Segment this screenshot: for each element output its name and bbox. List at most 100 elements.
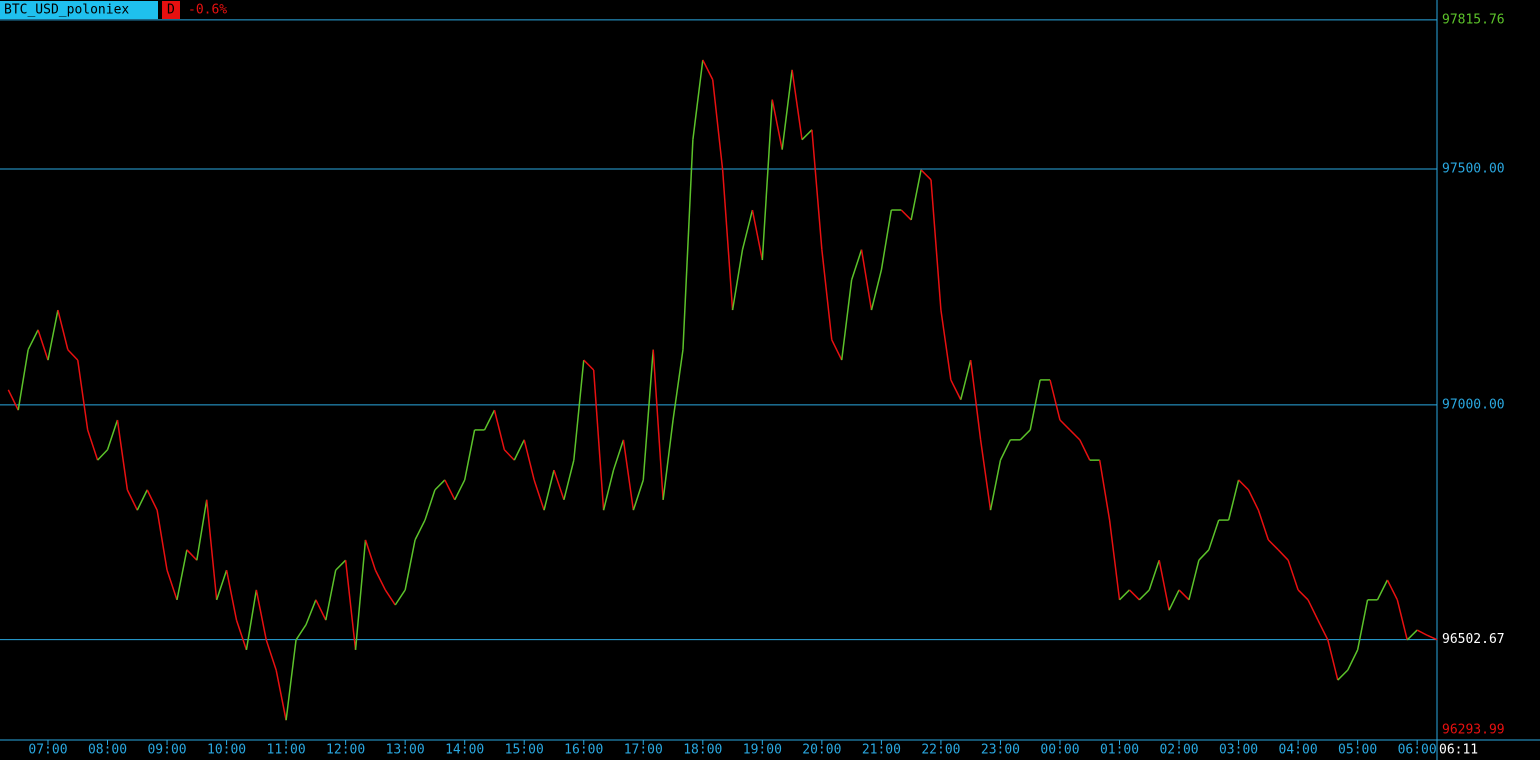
price-segment [662,419,674,500]
price-segment [394,589,406,606]
price-segment [1227,479,1240,521]
x-tick-label: 21:00 [862,743,901,758]
price-segment [1098,460,1111,521]
price-segment [969,359,982,440]
price-segment [602,469,615,511]
x-tick-label: 15:00 [505,743,544,758]
price-segment [1247,489,1260,511]
price-segment [265,639,277,671]
price-segment [1059,419,1071,431]
price-segment [583,359,595,371]
timeframe: D [167,3,175,18]
price-segment [86,429,99,461]
x-tick-label: 03:00 [1219,743,1258,758]
price-segment [1287,559,1299,591]
price-segment [344,560,357,650]
x-tick-label: 17:00 [624,743,663,758]
price-segment [741,209,754,250]
price-segment [1158,560,1170,611]
x-tick-label: 16:00 [564,743,603,758]
price-segment [840,279,853,361]
price-segment [57,309,69,350]
price-segment [642,349,654,481]
price-segment [156,510,168,571]
price-segment [17,349,29,411]
x-tick-label: 06:00 [1398,743,1437,758]
price-segment [870,269,883,311]
price-segment [215,569,228,601]
high-label: 97815.76 [1442,12,1505,27]
price-segment [692,59,704,140]
price-segment [940,309,952,381]
price-segment [622,439,635,511]
price-segment [801,129,813,141]
price-segment [205,499,218,600]
price-segment [1406,629,1418,641]
price-segment [354,539,367,650]
price-segment [910,169,922,221]
price-segment [1277,549,1289,561]
price-segment [731,249,744,311]
price-segment [1188,560,1200,601]
price-segment [454,479,466,501]
price-segment [1396,599,1408,641]
price-segment [781,69,793,150]
price-segment [1108,519,1121,600]
x-tick-label: 18:00 [683,743,722,758]
low-label: 96293.99 [1442,723,1505,738]
price-segment [1079,439,1091,461]
price-segment [255,589,267,641]
price-segment [315,599,327,621]
last-price-label: 96502.67 [1442,632,1505,647]
x-tick-label: 19:00 [743,743,782,758]
price-segment [702,59,714,81]
symbol-box [0,1,158,19]
x-tick-label: 12:00 [326,743,365,758]
price-segment [1416,629,1428,636]
price-segment [523,439,535,481]
price-segment [483,409,496,431]
price-segment [1257,509,1270,541]
price-segment [384,589,396,606]
price-segment [335,559,347,571]
price-segment [463,429,476,481]
x-tick-label: 13:00 [386,743,425,758]
price-segment [404,539,416,591]
symbol: BTC_USD_poloniex [4,3,129,18]
x-tick-label: 04:00 [1279,743,1318,758]
price-segment [364,539,377,571]
price-segment [374,569,386,591]
price-segment [632,479,644,511]
price-segment [880,209,893,271]
price-segment [325,569,337,621]
x-tick-label: 11:00 [267,743,306,758]
price-segment [414,519,426,541]
price-segment [811,129,823,250]
price-segment [950,379,962,401]
price-segment [285,639,297,721]
price-segment [1029,379,1041,431]
price-segment [1128,589,1140,601]
price-segment [1198,549,1210,561]
price-segment [1049,379,1061,421]
price-segment [275,670,287,721]
price-segment [1267,539,1279,551]
price-segment [771,99,783,150]
x-tick-label: 01:00 [1100,743,1139,758]
price-segment [7,389,19,411]
price-segment [245,589,258,650]
price-segment [721,169,734,311]
price-segment [831,339,843,361]
price-segment [1148,559,1160,591]
price-segment [821,249,833,340]
price-segment [176,549,188,600]
price-segment [67,349,79,361]
price-segment [305,599,317,626]
price-segment [1347,649,1359,671]
price-segment [186,549,198,561]
price-segment [652,349,664,500]
y-tick-label: 97500.00 [1442,161,1505,176]
price-segment [1327,639,1339,681]
price-segment [1297,589,1309,601]
